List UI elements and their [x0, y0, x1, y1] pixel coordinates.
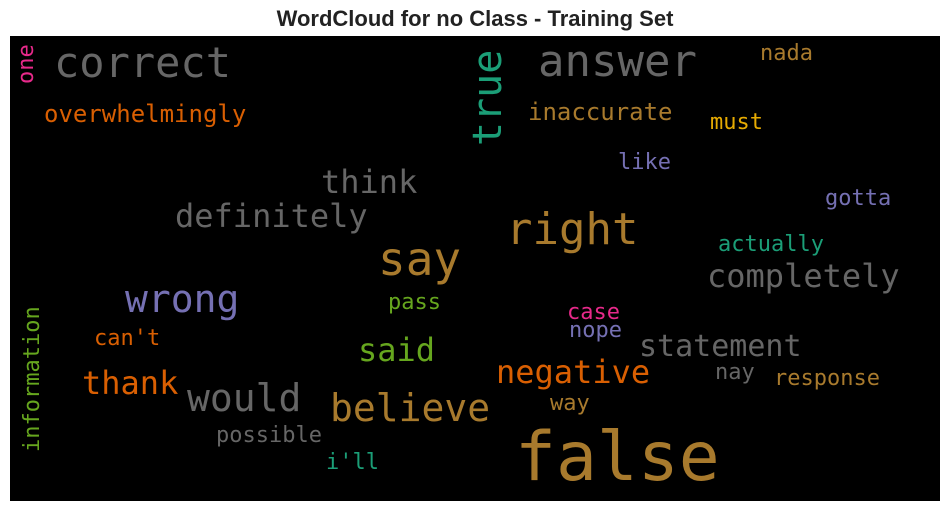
word-i-ll: i'll: [326, 450, 379, 475]
word-case: case: [567, 300, 620, 325]
word-statement: statement: [639, 329, 802, 364]
word-completely: completely: [707, 257, 900, 295]
word-think: think: [321, 163, 418, 201]
word-nay: nay: [715, 360, 755, 385]
word-definitely: definitely: [175, 197, 368, 235]
word-would: would: [187, 376, 302, 420]
word-answer: answer: [538, 36, 697, 87]
word-false: false: [515, 418, 720, 497]
word-information: information: [20, 306, 45, 452]
word-nope: nope: [569, 318, 622, 343]
word-correct: correct: [54, 38, 232, 87]
word-response: response: [774, 366, 880, 391]
word-one: one: [14, 44, 39, 84]
wordcloud-canvas: false say right answer correct true wrong belie…: [10, 36, 940, 501]
word-must: must: [710, 110, 763, 135]
word-say: say: [378, 232, 462, 286]
chart-title: WordCloud for no Class - Training Set: [276, 6, 674, 31]
word-pass: pass: [388, 290, 441, 315]
word-like: like: [618, 150, 671, 175]
word-possible: possible: [216, 423, 322, 448]
word-inaccurate: inaccurate: [528, 98, 673, 126]
word-said: said: [358, 331, 436, 369]
word-nada: nada: [760, 41, 813, 66]
word-right: right: [506, 204, 639, 255]
word-negative: negative: [496, 353, 651, 391]
word-wrong: wrong: [125, 277, 240, 321]
word-gotta: gotta: [825, 186, 892, 211]
word-thank: thank: [82, 364, 179, 402]
word-true: true: [465, 49, 511, 146]
word-can-t: can't: [94, 326, 161, 351]
word-way: way: [550, 391, 590, 416]
word-actually: actually: [718, 232, 824, 257]
word-believe: believe: [330, 386, 491, 430]
word-overwhelmingly: overwhelmingly: [44, 100, 247, 128]
